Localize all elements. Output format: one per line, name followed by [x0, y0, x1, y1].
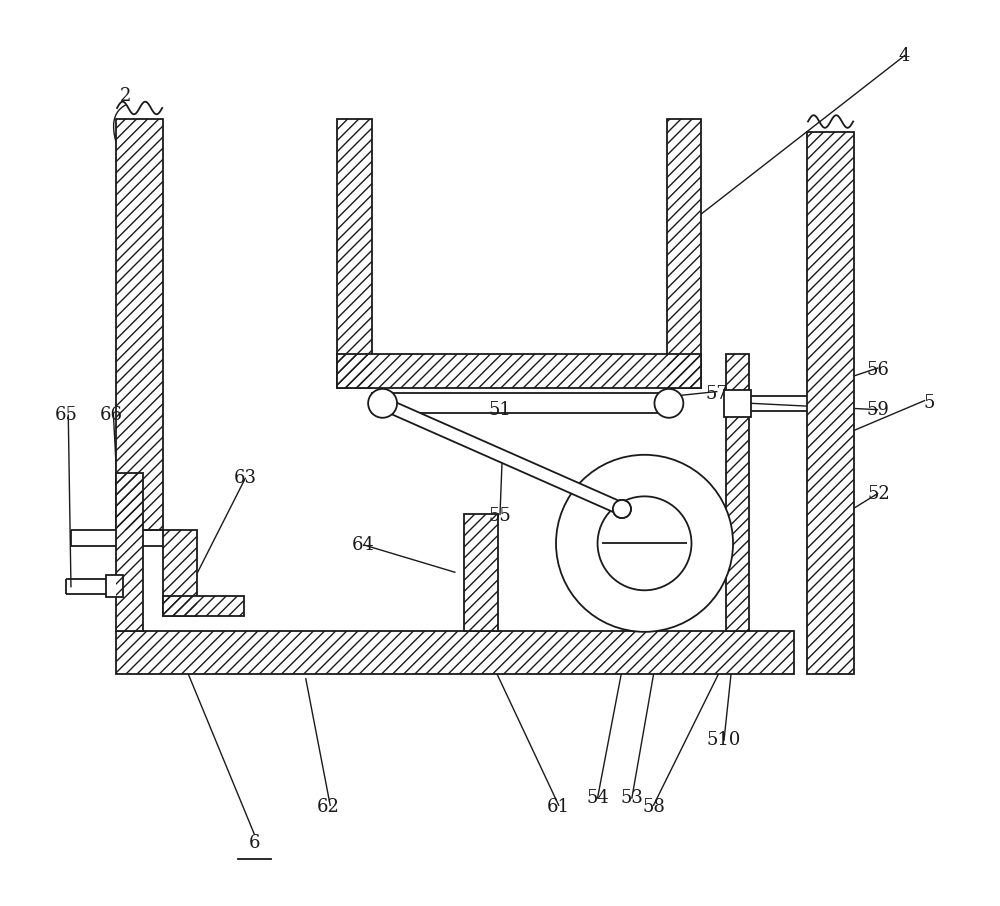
Circle shape — [598, 496, 691, 591]
Bar — [667, 119, 701, 388]
Bar — [726, 353, 749, 631]
Text: 58: 58 — [642, 798, 665, 816]
Text: 6: 6 — [249, 834, 260, 853]
Bar — [464, 514, 498, 631]
Bar — [163, 596, 244, 615]
Text: 55: 55 — [489, 507, 511, 525]
Text: 4: 4 — [899, 46, 910, 64]
Bar — [116, 631, 794, 674]
Bar — [807, 132, 854, 674]
Text: 63: 63 — [234, 469, 257, 487]
Circle shape — [556, 455, 733, 631]
Bar — [807, 132, 854, 674]
Text: 64: 64 — [351, 536, 374, 554]
Bar — [116, 473, 143, 631]
Bar — [116, 631, 794, 674]
Text: 510: 510 — [707, 731, 741, 749]
Bar — [163, 596, 244, 615]
Bar — [337, 119, 372, 388]
Text: 57: 57 — [705, 385, 728, 403]
Bar — [667, 119, 701, 388]
Bar — [337, 353, 701, 388]
Text: 2: 2 — [119, 87, 131, 105]
Bar — [106, 575, 123, 597]
Bar — [163, 530, 197, 615]
Bar — [116, 119, 163, 530]
Bar — [163, 530, 197, 615]
Text: 54: 54 — [586, 789, 609, 807]
Bar — [724, 390, 751, 417]
Circle shape — [654, 389, 683, 418]
Text: 66: 66 — [100, 406, 123, 424]
Text: 65: 65 — [55, 406, 78, 424]
Bar — [116, 119, 163, 530]
Text: 61: 61 — [547, 798, 570, 816]
Polygon shape — [380, 398, 624, 515]
Text: 51: 51 — [489, 400, 511, 419]
Text: 5: 5 — [923, 394, 935, 412]
Bar — [464, 514, 498, 631]
Circle shape — [613, 500, 631, 518]
Text: 52: 52 — [868, 485, 891, 503]
Circle shape — [368, 389, 397, 418]
Bar — [337, 119, 372, 388]
Bar — [337, 353, 701, 388]
Text: 56: 56 — [866, 361, 889, 379]
Text: 53: 53 — [620, 789, 643, 807]
Text: 62: 62 — [317, 798, 340, 816]
Bar — [726, 353, 749, 631]
Circle shape — [613, 500, 631, 518]
Text: 59: 59 — [866, 400, 889, 419]
Bar — [116, 473, 143, 631]
Bar — [372, 393, 672, 413]
